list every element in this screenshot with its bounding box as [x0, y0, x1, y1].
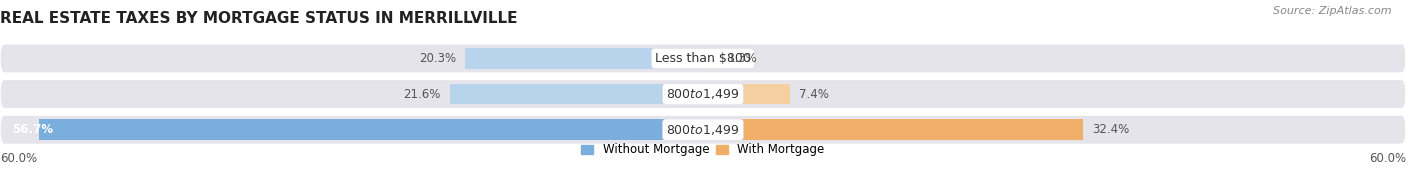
Text: 60.0%: 60.0%	[0, 152, 37, 165]
Bar	[38, 119, 703, 140]
Text: 20.3%: 20.3%	[419, 52, 456, 65]
Text: 60.0%: 60.0%	[1369, 152, 1406, 165]
Text: 21.6%: 21.6%	[404, 88, 440, 101]
Text: 1.3%: 1.3%	[728, 52, 758, 65]
Bar	[465, 48, 703, 69]
Text: 56.7%: 56.7%	[11, 123, 52, 136]
Legend: Without Mortgage, With Mortgage: Without Mortgage, With Mortgage	[576, 139, 830, 161]
Text: $800 to $1,499: $800 to $1,499	[666, 87, 740, 101]
Text: Less than $800: Less than $800	[655, 52, 751, 65]
Text: 7.4%: 7.4%	[799, 88, 830, 101]
Bar	[450, 84, 703, 104]
Bar	[703, 84, 790, 104]
Text: Source: ZipAtlas.com: Source: ZipAtlas.com	[1274, 6, 1392, 16]
Bar	[703, 48, 718, 69]
FancyBboxPatch shape	[0, 115, 1406, 144]
Text: $800 to $1,499: $800 to $1,499	[666, 123, 740, 137]
Text: REAL ESTATE TAXES BY MORTGAGE STATUS IN MERRILLVILLE: REAL ESTATE TAXES BY MORTGAGE STATUS IN …	[0, 11, 517, 26]
FancyBboxPatch shape	[0, 79, 1406, 109]
FancyBboxPatch shape	[0, 44, 1406, 73]
Text: 32.4%: 32.4%	[1092, 123, 1129, 136]
Bar	[703, 119, 1083, 140]
